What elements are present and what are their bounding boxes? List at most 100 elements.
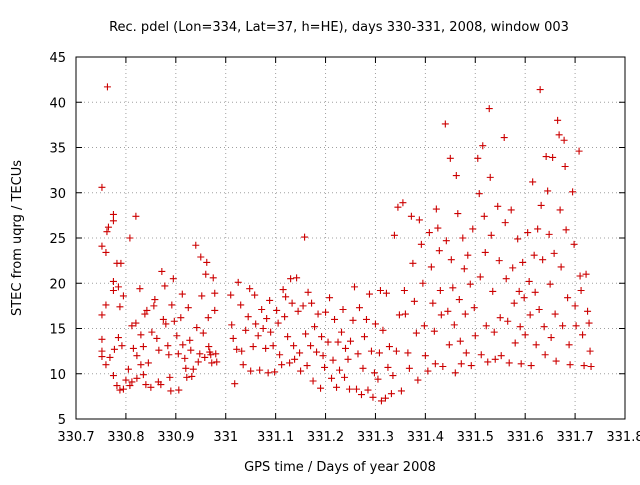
data-point: [575, 147, 583, 155]
data-point: [429, 299, 437, 307]
data-point: [132, 319, 140, 327]
data-point: [228, 321, 236, 329]
data-point: [584, 307, 592, 315]
data-point: [258, 305, 266, 313]
data-point: [293, 274, 301, 282]
data-point: [394, 203, 402, 211]
data-point: [143, 306, 151, 314]
data-point: [175, 386, 183, 394]
data-point: [586, 347, 594, 355]
data-point: [389, 372, 397, 380]
data-point: [118, 342, 126, 350]
x-tick-label: 331.1: [257, 430, 294, 445]
data-points: [98, 83, 595, 405]
data-point: [479, 142, 487, 150]
data-point: [297, 367, 305, 375]
data-point: [193, 324, 201, 332]
data-point: [299, 302, 307, 310]
data-point: [307, 342, 315, 350]
data-point: [341, 373, 349, 381]
data-point: [199, 329, 207, 337]
data-point: [331, 315, 339, 323]
data-point: [415, 216, 423, 224]
data-point: [114, 334, 122, 342]
data-point: [486, 173, 494, 181]
data-point: [161, 282, 169, 290]
data-point: [360, 333, 368, 341]
data-point: [489, 287, 497, 295]
data-point: [259, 325, 267, 332]
data-point: [177, 314, 185, 322]
data-point: [549, 153, 557, 161]
data-point: [321, 363, 329, 371]
plot-frame: [75, 56, 626, 420]
data-point: [313, 348, 321, 356]
data-point: [572, 322, 580, 330]
data-point: [517, 360, 525, 368]
data-point: [109, 286, 117, 294]
data-point: [182, 364, 190, 372]
data-point: [420, 322, 428, 330]
data-point: [516, 323, 524, 331]
data-point: [234, 278, 242, 286]
data-point: [501, 219, 509, 227]
data-point: [119, 385, 127, 393]
data-point: [384, 363, 392, 371]
y-tick-label: 45: [49, 51, 66, 66]
y-tick-label: 10: [49, 368, 66, 383]
data-point: [477, 351, 485, 359]
data-point: [169, 275, 177, 283]
data-point: [474, 154, 482, 162]
data-point: [98, 183, 106, 191]
data-point: [370, 369, 378, 377]
data-point: [587, 363, 595, 371]
data-point: [333, 383, 341, 391]
data-point: [475, 190, 483, 198]
y-tick-label: 25: [49, 232, 66, 247]
data-point: [430, 327, 438, 335]
data-point: [471, 332, 479, 340]
data-point: [536, 86, 544, 94]
data-point: [480, 212, 488, 220]
data-point: [481, 248, 489, 256]
x-tick-label: 331: [213, 430, 238, 445]
x-tick-label: 330.8: [107, 430, 144, 445]
data-point: [531, 288, 539, 296]
data-point: [141, 310, 149, 318]
data-point: [165, 351, 173, 359]
data-point: [371, 320, 379, 328]
data-point: [339, 305, 347, 313]
data-point: [197, 253, 205, 261]
data-point: [155, 346, 163, 354]
data-point: [561, 163, 569, 171]
data-point: [520, 294, 528, 302]
data-point: [432, 205, 440, 213]
data-point: [387, 390, 395, 398]
x-tick-label: 330.7: [57, 430, 94, 445]
data-point: [329, 356, 337, 364]
data-point: [192, 241, 200, 249]
data-point: [317, 384, 325, 392]
y-axis-label: STEC from uqrg / TECUs: [10, 160, 25, 316]
data-point: [455, 296, 463, 304]
data-point: [170, 317, 178, 325]
data-point: [519, 258, 527, 266]
data-point: [187, 346, 195, 354]
data-point: [116, 303, 124, 311]
data-point: [441, 120, 449, 128]
data-point: [417, 240, 425, 248]
data-point: [173, 332, 181, 340]
data-point: [410, 297, 418, 305]
data-point: [376, 286, 384, 294]
data-point: [98, 311, 106, 319]
data-point: [346, 385, 354, 393]
data-point: [106, 353, 114, 361]
x-tick-label: 330.9: [157, 430, 194, 445]
data-point: [281, 313, 289, 321]
data-point: [274, 319, 282, 327]
data-point: [242, 326, 250, 334]
data-point: [395, 311, 403, 319]
data-point: [202, 270, 210, 278]
data-point: [174, 350, 182, 358]
data-point: [446, 154, 454, 162]
